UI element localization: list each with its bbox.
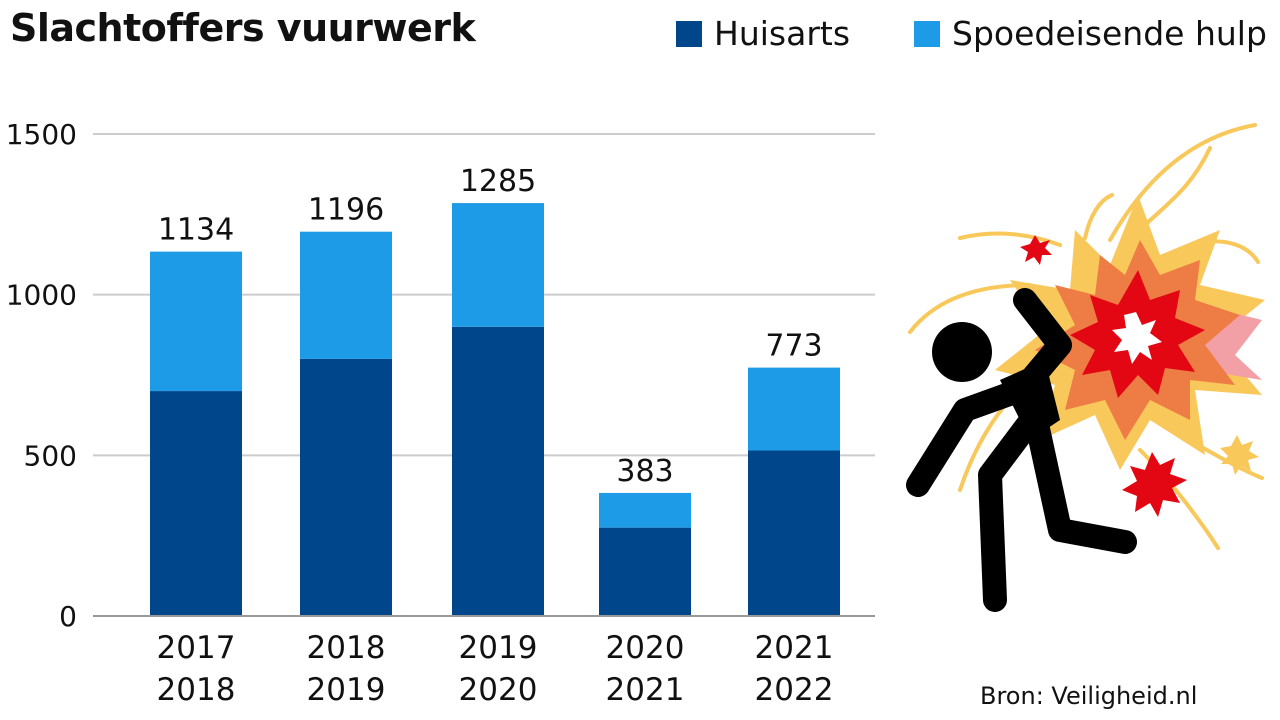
legend-label-spoedeisende-hulp: Spoedeisende hulp: [952, 14, 1267, 53]
bar-huisarts-2019: [452, 326, 544, 616]
spark-star-red-small: [1020, 235, 1052, 265]
y-tick-label-1000: 1000: [6, 279, 77, 312]
legend-swatch-spoedeisende-hulp: [914, 20, 940, 47]
bar-spoedeisende-hulp-2017: [150, 251, 242, 392]
bar-huisarts-2020: [599, 527, 691, 616]
bar-huisarts-2017: [150, 391, 242, 616]
x-tick-label-2020-line2: 2021: [606, 672, 685, 708]
x-tick-label-2017-line1: 2017: [157, 630, 236, 666]
x-tick-label-2019-line1: 2019: [459, 630, 538, 666]
x-tick-label-2020-line1: 2020: [606, 630, 685, 666]
legend-swatch-huisarts: [676, 20, 702, 47]
legend-label-huisarts: Huisarts: [714, 14, 851, 53]
bar-spoedeisende-hulp-2019: [452, 203, 544, 327]
stacked-bar-chart: 0 500 1000 1500 1134 2017 2018 1196 2018 2019 1285…: [6, 118, 875, 708]
y-tick-label-1500: 1500: [6, 118, 77, 151]
legend-item-huisarts: Huisarts: [676, 14, 850, 53]
bar-spoedeisende-hulp-2021: [748, 367, 840, 451]
chart-title: Slachtoffers vuurwerk: [10, 6, 476, 50]
bar-spoedeisende-hulp-2020: [599, 492, 691, 528]
x-tick-label-2018-line2: 2019: [307, 672, 386, 708]
spark-star-red-large: [1122, 452, 1187, 517]
total-label-2020: 383: [616, 454, 673, 489]
explosion-core: [1112, 312, 1162, 364]
legend-item-spoedeisende-hulp: Spoedeisende hulp: [914, 14, 1267, 53]
total-label-2017: 1134: [158, 213, 234, 248]
bar-spoedeisende-hulp-2018: [300, 231, 392, 359]
x-tick-label-2021-line2: 2022: [755, 672, 834, 708]
total-label-2021: 773: [765, 329, 822, 364]
total-label-2018: 1196: [308, 193, 384, 228]
stick-figure: [906, 288, 1137, 612]
x-tick-label-2018-line1: 2018: [307, 630, 386, 666]
spark-star-yellow: [1220, 435, 1259, 475]
bar-huisarts-2021: [748, 450, 840, 616]
x-tick-label-2019-line2: 2020: [459, 672, 538, 708]
y-tick-label-0: 0: [59, 600, 77, 633]
fireworks-victim-icon: [906, 123, 1265, 612]
legend: Huisarts Spoedeisende hulp: [676, 14, 1270, 58]
bar-huisarts-2018: [300, 358, 392, 616]
x-tick-label-2017-line2: 2018: [157, 672, 236, 708]
x-tick-label-2021-line1: 2021: [755, 630, 834, 666]
total-label-2019: 1285: [460, 164, 536, 199]
source-note: Bron: Veiligheid.nl: [980, 682, 1198, 710]
y-tick-label-500: 500: [24, 439, 77, 472]
